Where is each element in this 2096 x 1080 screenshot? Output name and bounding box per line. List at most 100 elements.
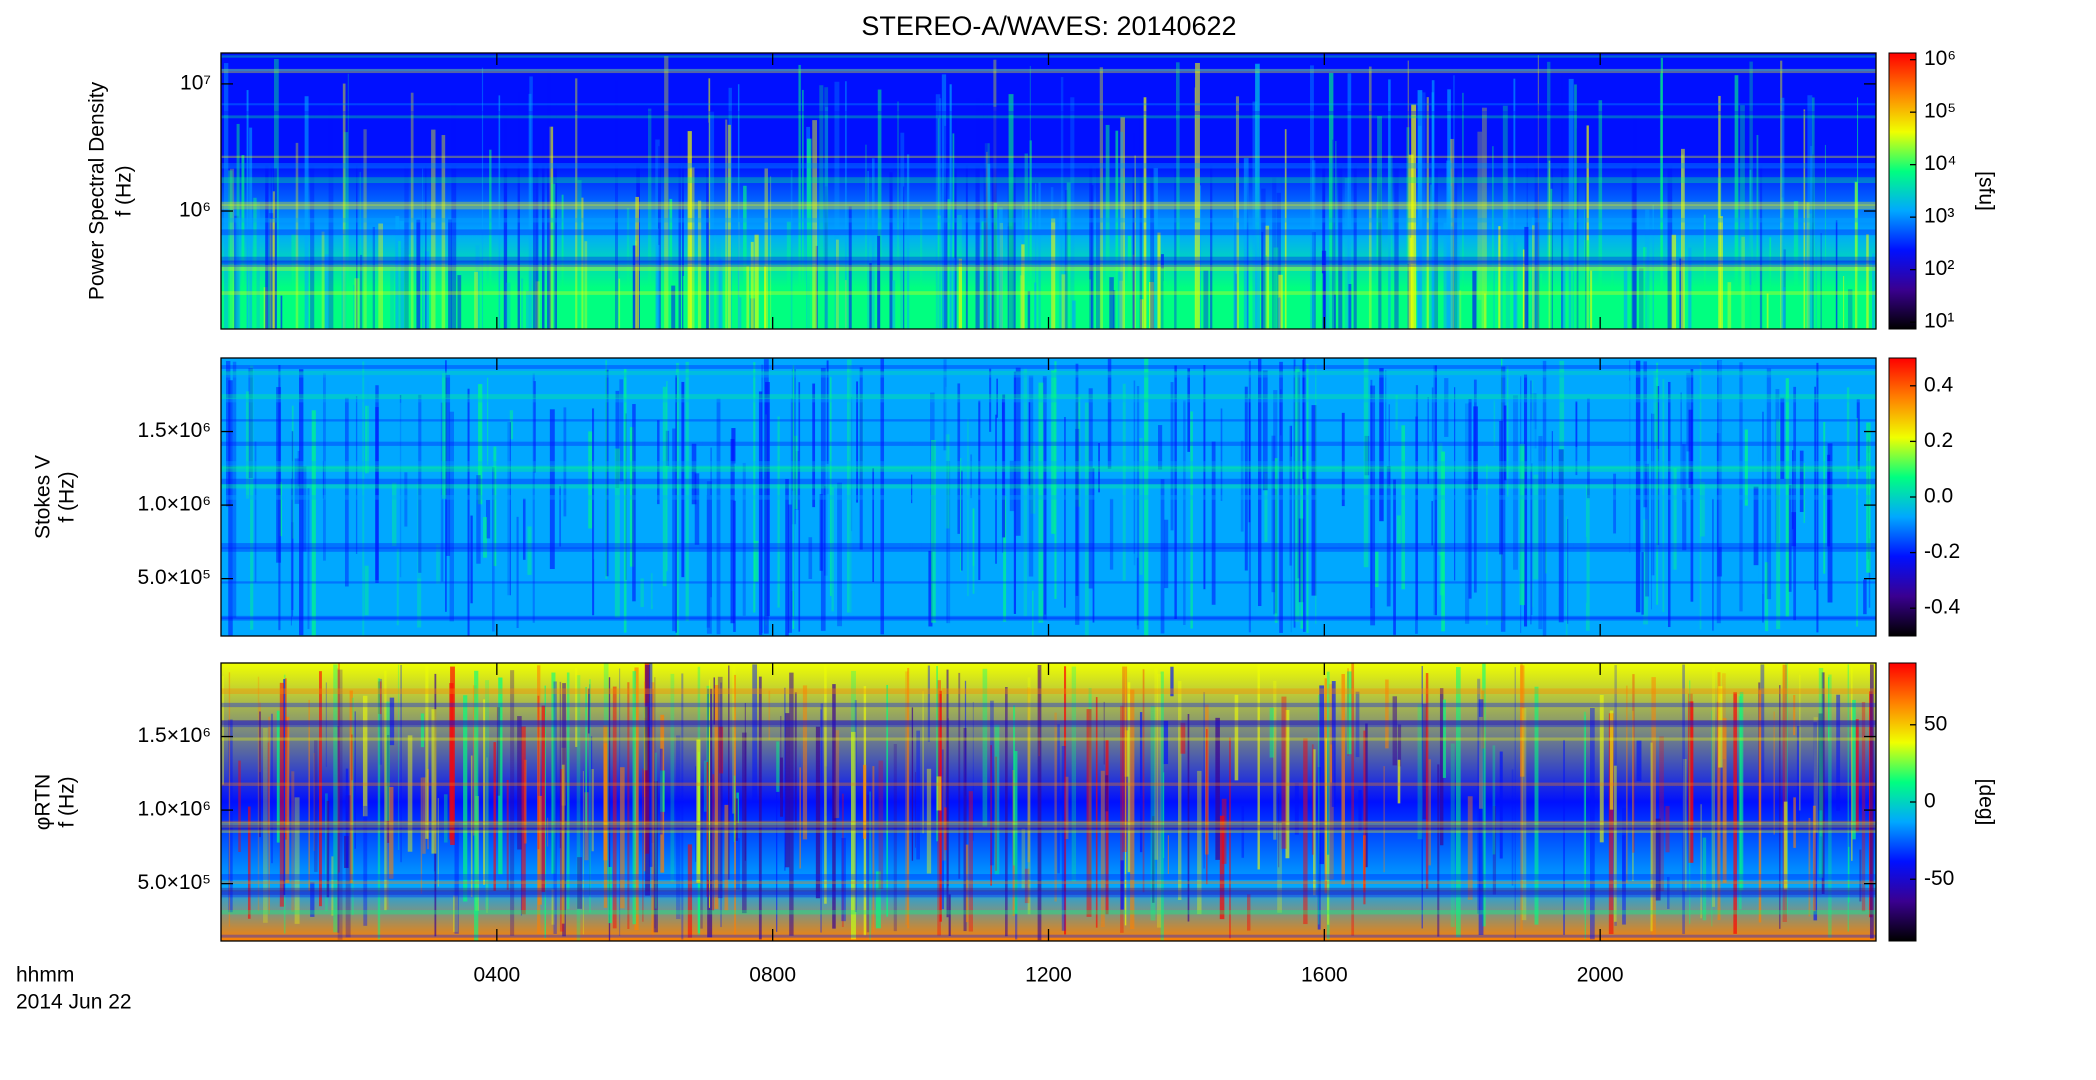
spectrogram-streak	[789, 672, 794, 936]
spectrogram-streak	[353, 284, 355, 329]
spectrogram-streak	[1872, 253, 1875, 329]
spectrogram-streak	[1522, 249, 1525, 329]
spectrogram-streak	[1667, 381, 1671, 628]
spectrogram-streak	[763, 359, 769, 634]
spectrogram-streak	[942, 144, 948, 329]
spectrogram-streak	[653, 781, 658, 933]
colorbar-tick-label: 10²	[1924, 257, 1954, 280]
spectrogram-streak	[794, 692, 797, 831]
spectrogram-streak	[1178, 385, 1180, 627]
spectrogram-streak	[299, 297, 303, 329]
spectrogram-streak	[1473, 406, 1478, 490]
spectrogram-streak	[593, 366, 597, 560]
spectrogram-streak	[834, 81, 840, 329]
spectrogram-streak	[994, 724, 1000, 875]
spectrogram-streak	[1278, 297, 1281, 329]
spectrogram-band	[221, 461, 1876, 466]
spectrogram-streak	[832, 684, 836, 929]
spectrogram-streak	[725, 119, 728, 329]
spectrogram-streak	[1187, 713, 1190, 922]
spectrogram-streak	[1689, 680, 1691, 924]
spectrogram-streak	[222, 676, 224, 785]
spectrogram-streak	[1142, 669, 1145, 893]
spectrogram-streak	[1318, 694, 1320, 925]
spectrogram-streak	[1030, 442, 1036, 514]
spectrogram-streak	[399, 221, 405, 329]
spectrogram-streak	[356, 77, 358, 329]
spectrogram-streak	[1519, 443, 1525, 606]
spectrogram-streak	[1760, 664, 1765, 784]
spectrogram-streak	[1358, 790, 1362, 832]
spectrogram-streak	[1285, 709, 1290, 859]
spectrogram-streak	[986, 163, 991, 329]
spectrogram-streak	[927, 665, 931, 742]
spectrogram-streak	[1415, 416, 1418, 634]
spectrogram-band	[221, 720, 1876, 726]
spectrogram-streak	[1433, 360, 1436, 636]
spectrogram-streak	[1498, 226, 1501, 329]
spectrogram-streak	[764, 168, 768, 329]
spectrogram-streak	[960, 458, 962, 572]
spectrogram-streak	[906, 154, 910, 329]
spectrogram-streak	[1347, 668, 1349, 757]
spectrogram-streak	[1653, 371, 1658, 443]
spectrogram-band	[221, 874, 1876, 880]
spectrogram-streak	[1558, 449, 1564, 623]
spectrogram-streak	[1638, 268, 1644, 329]
spectrogram-streak	[1002, 394, 1006, 538]
spectrogram-streak	[425, 63, 427, 330]
spectrogram-streak	[1210, 106, 1213, 329]
spectrogram-streak	[336, 668, 339, 941]
spectrogram-streak	[1788, 484, 1792, 592]
spectrogram-streak	[838, 382, 840, 627]
spectrogram-streak	[1711, 710, 1713, 927]
spectrogram-streak	[391, 482, 397, 547]
spectrogram-streak	[1396, 515, 1401, 545]
spectrogram-streak	[1421, 666, 1423, 929]
spectrogram-streak	[645, 664, 651, 896]
spectrogram-streak	[1377, 116, 1383, 329]
spectrogram-band	[221, 177, 1876, 184]
spectrogram-streak	[1164, 519, 1169, 589]
spectrogram-streak	[948, 367, 950, 629]
spectrogram-streak	[1178, 681, 1182, 901]
spectrogram-streak	[713, 677, 716, 725]
spectrogram-streak	[1322, 117, 1326, 329]
spectrogram-streak	[253, 197, 257, 329]
spectrogram-streak	[1828, 674, 1832, 938]
y-tick-label: 1.0×10⁶	[138, 798, 211, 821]
spectrogram-streak	[1248, 398, 1251, 523]
spectrogram-streak	[742, 732, 747, 914]
spectrogram-streak	[1815, 232, 1817, 329]
spectrogram-streak	[937, 118, 940, 329]
spectrogram-streak	[1110, 366, 1114, 619]
spectrogram-streak	[662, 386, 667, 587]
spectrogram-streak	[1095, 697, 1098, 928]
spectrogram-streak	[954, 116, 957, 330]
spectrogram-streak	[1534, 103, 1540, 329]
spectrogram-streak	[1614, 665, 1617, 926]
spectrogram-streak	[1511, 769, 1514, 886]
spectrogram-streak	[952, 133, 955, 329]
spectrogram-streak	[291, 431, 294, 617]
spectrogram-streak	[1060, 77, 1064, 330]
spectrogram-streak	[285, 678, 287, 840]
spectrogram-streak	[1700, 481, 1706, 537]
spectrogram-streak	[365, 405, 369, 474]
spectrogram-background	[221, 53, 1876, 329]
spectrogram-streak	[650, 573, 653, 610]
spectrogram-streak	[1672, 444, 1674, 617]
spectrogram-streak	[734, 798, 738, 841]
spectrogram-streak	[1444, 378, 1449, 437]
spectrogram-streak	[1262, 370, 1268, 491]
spectrogram-streak	[1284, 129, 1287, 329]
spectrogram-streak	[1150, 68, 1155, 329]
spectrogram-streak	[1136, 386, 1140, 630]
spectrogram-streak	[799, 767, 801, 869]
spectrogram-streak	[1468, 399, 1472, 599]
spectrogram-streak	[990, 745, 992, 886]
spectrogram-streak	[629, 427, 635, 567]
spectrogram-streak	[1753, 486, 1759, 566]
spectrogram-streak	[1122, 666, 1128, 852]
spectrogram-streak	[337, 669, 343, 940]
